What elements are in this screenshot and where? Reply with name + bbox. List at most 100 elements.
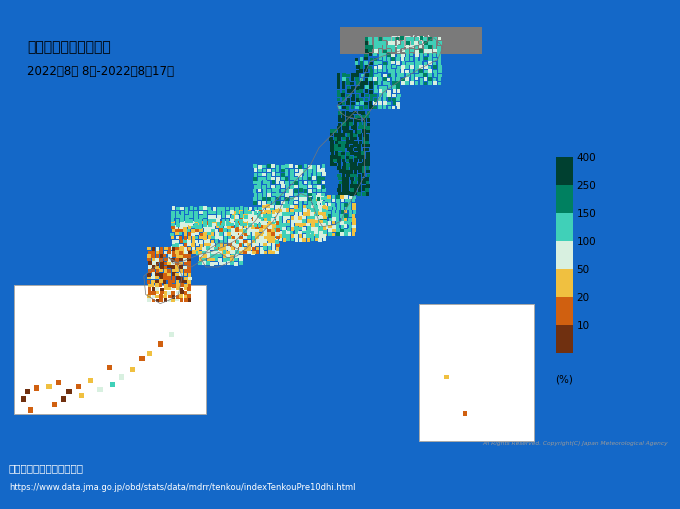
Bar	[311, 220, 315, 223]
Bar	[152, 299, 155, 303]
Bar	[342, 182, 346, 185]
Text: 降水量　１０日間合計: 降水量 １０日間合計	[27, 40, 111, 54]
Bar	[308, 169, 311, 174]
Bar	[263, 240, 267, 243]
Bar	[342, 91, 345, 94]
Bar	[24, 389, 30, 394]
Bar	[291, 220, 294, 223]
Bar	[175, 236, 180, 240]
Bar	[364, 82, 368, 86]
Bar	[317, 177, 320, 181]
Bar	[286, 205, 290, 209]
Bar	[234, 258, 237, 262]
Bar	[147, 247, 151, 251]
Bar	[384, 78, 387, 81]
Bar	[295, 173, 299, 177]
Bar	[285, 182, 289, 185]
Bar	[219, 251, 222, 254]
Bar	[343, 162, 346, 166]
Bar	[345, 145, 349, 149]
Bar	[396, 82, 400, 86]
Bar	[387, 54, 390, 58]
Bar	[401, 82, 405, 86]
Bar	[263, 225, 267, 229]
Bar	[188, 284, 191, 288]
Bar	[254, 193, 257, 197]
Bar	[337, 99, 340, 102]
Bar	[332, 233, 335, 237]
Bar	[248, 222, 251, 225]
Bar	[203, 212, 207, 215]
Bar	[243, 215, 247, 218]
Bar	[405, 66, 409, 70]
Bar	[203, 233, 207, 236]
Bar	[410, 63, 413, 66]
Bar	[276, 229, 279, 233]
Bar	[185, 207, 188, 211]
Bar	[171, 229, 175, 233]
Bar	[304, 165, 307, 169]
Bar	[360, 66, 363, 70]
Bar	[364, 99, 368, 102]
Bar	[291, 235, 294, 238]
Bar	[260, 248, 264, 251]
Bar	[322, 223, 326, 227]
Bar	[340, 215, 344, 218]
Bar	[396, 103, 400, 106]
Bar	[342, 137, 346, 141]
Bar	[317, 189, 320, 193]
Bar	[374, 74, 378, 78]
Bar	[196, 243, 199, 247]
Bar	[33, 386, 39, 391]
Bar	[271, 237, 275, 240]
Bar	[156, 248, 160, 251]
Bar	[294, 193, 298, 197]
Bar	[212, 219, 216, 223]
Bar	[236, 211, 239, 214]
Bar	[275, 209, 279, 213]
Bar	[203, 247, 206, 251]
Bar	[216, 244, 220, 247]
Bar	[314, 206, 318, 209]
Bar	[334, 145, 338, 149]
Bar	[362, 142, 367, 145]
Bar	[156, 276, 159, 280]
Bar	[232, 240, 235, 243]
Bar	[309, 193, 312, 197]
Bar	[338, 145, 341, 148]
Bar	[199, 219, 202, 223]
Bar	[318, 206, 322, 209]
Bar	[320, 221, 324, 225]
Bar	[311, 205, 314, 209]
Bar	[397, 74, 401, 78]
Bar	[352, 95, 355, 98]
Bar	[187, 291, 190, 294]
Bar	[276, 202, 279, 206]
Bar	[350, 130, 353, 134]
Bar	[345, 215, 348, 218]
Bar	[179, 232, 182, 236]
Bar	[330, 141, 334, 145]
Bar	[271, 224, 274, 228]
Bar	[350, 163, 354, 166]
Bar	[244, 219, 248, 223]
Bar	[332, 218, 336, 221]
Bar	[306, 231, 309, 234]
Bar	[323, 231, 327, 234]
Bar	[352, 218, 356, 222]
Bar	[258, 178, 262, 181]
Bar	[339, 170, 342, 174]
Bar	[236, 247, 239, 250]
Bar	[249, 207, 252, 211]
Bar	[275, 190, 279, 193]
Bar	[254, 178, 257, 182]
Bar	[351, 78, 354, 82]
Bar	[556, 158, 573, 186]
Bar	[364, 102, 368, 106]
Bar	[160, 248, 163, 251]
Bar	[239, 244, 242, 247]
Bar	[401, 42, 405, 46]
Bar	[253, 165, 256, 168]
Bar	[285, 178, 288, 181]
Bar	[379, 66, 382, 70]
